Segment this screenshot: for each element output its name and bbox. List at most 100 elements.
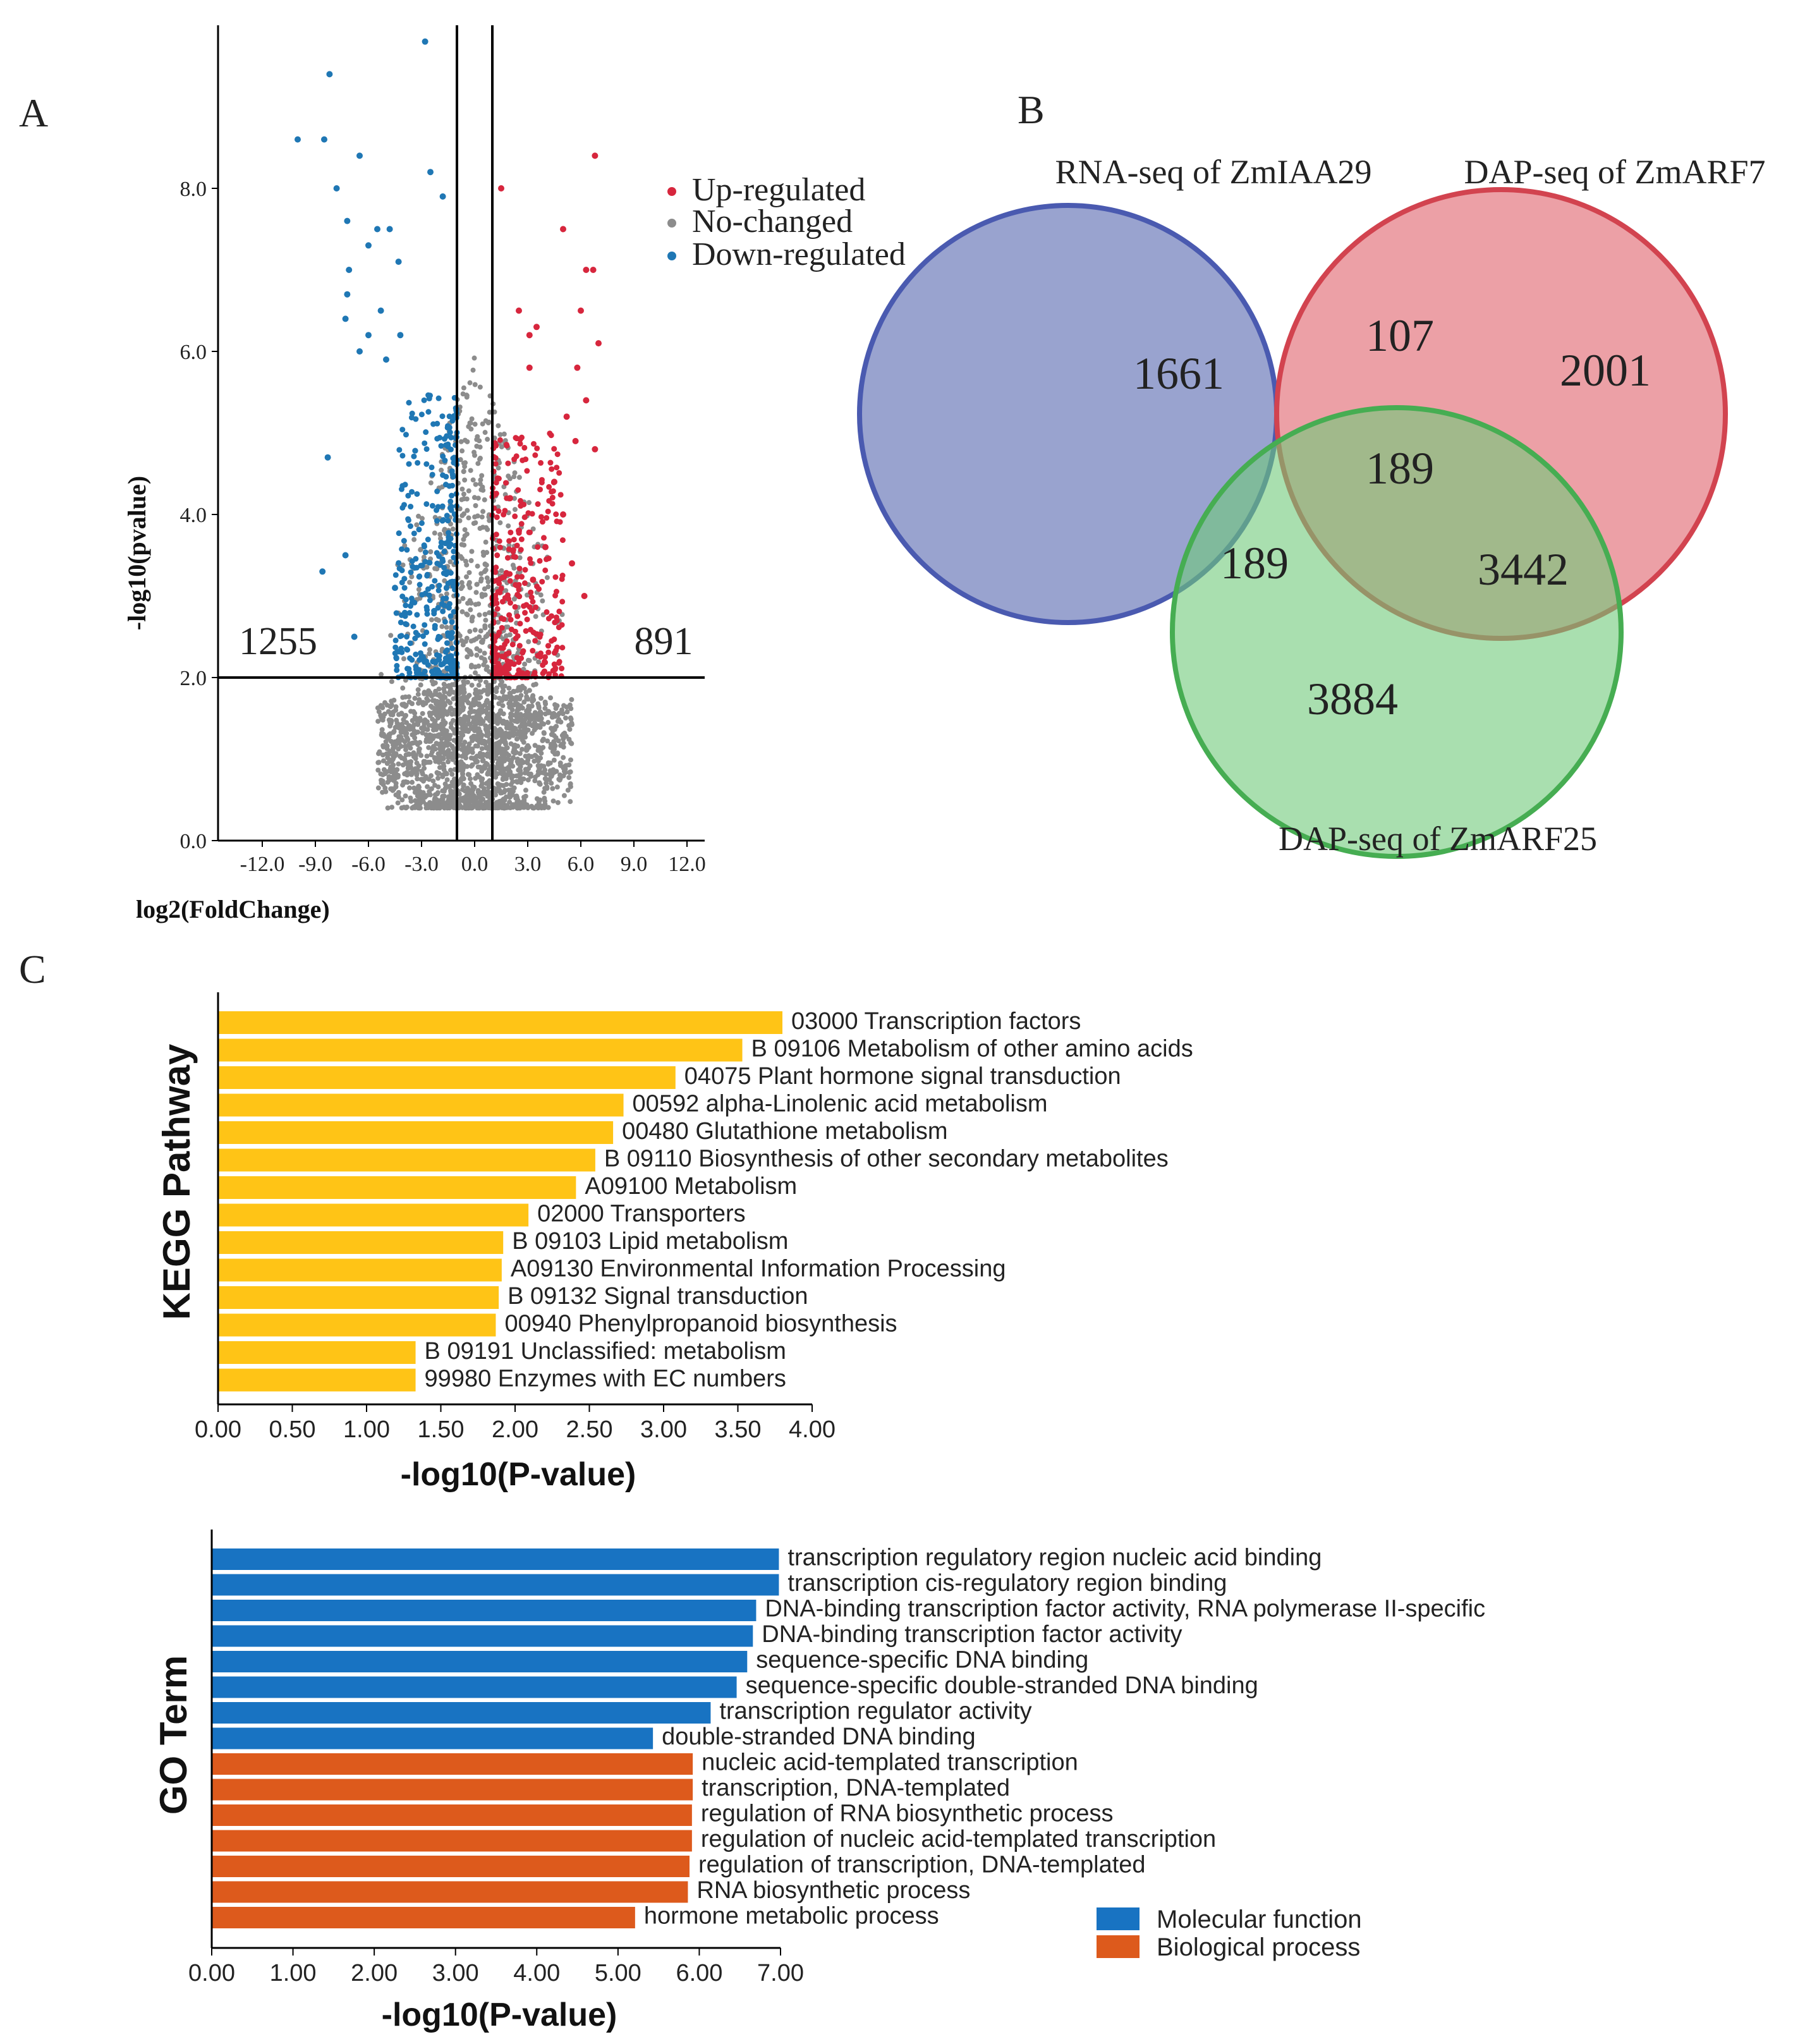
- nochange-point: [466, 569, 472, 575]
- up-point: [545, 649, 552, 655]
- nochange-point: [446, 755, 451, 760]
- nochange-point: [428, 711, 434, 717]
- nochange-point: [514, 736, 520, 742]
- up-point: [501, 616, 507, 623]
- nochange-point: [395, 739, 401, 745]
- nochange-point: [512, 470, 518, 476]
- nochange-point: [473, 503, 478, 509]
- nochange-point: [484, 664, 490, 670]
- nochange-point: [512, 742, 518, 748]
- up-point: [543, 556, 549, 563]
- up-point: [497, 437, 503, 443]
- down-point: [422, 38, 428, 45]
- up-point: [552, 574, 559, 580]
- nochange-point: [474, 443, 480, 449]
- nochange-point: [419, 516, 425, 521]
- down-point: [440, 608, 446, 614]
- nochange-point: [437, 532, 443, 537]
- legend-label-up: Up-regulated: [692, 172, 865, 208]
- nochange-point: [444, 591, 449, 597]
- up-point: [501, 667, 508, 673]
- nochange-point: [432, 798, 437, 804]
- nochange-point: [418, 547, 423, 552]
- down-point: [445, 518, 451, 524]
- volcano-y-ticks: 0.0 2.0 4.0 6.0 8.0: [180, 178, 218, 853]
- up-point: [530, 576, 537, 583]
- nochange-point: [406, 785, 412, 791]
- nochange-point: [439, 624, 445, 630]
- nochange-point: [468, 638, 474, 644]
- nochange-point: [474, 737, 480, 743]
- nochange-point: [496, 730, 502, 736]
- nochange-point: [548, 726, 554, 731]
- nochange-point: [420, 790, 426, 796]
- nochange-point: [402, 739, 408, 745]
- bar: [218, 1066, 676, 1089]
- nochange-point: [470, 784, 476, 789]
- up-point: [499, 624, 505, 631]
- down-point: [344, 217, 351, 224]
- nochange-point: [468, 468, 473, 473]
- nochange-point: [473, 670, 478, 676]
- nochange-point: [402, 771, 408, 777]
- nochange-point: [446, 708, 452, 714]
- down-point: [427, 169, 434, 176]
- down-point: [441, 602, 447, 609]
- x-tick-label: 1.00: [270, 1960, 317, 1986]
- nochange-point: [460, 698, 466, 703]
- nochange-point: [442, 702, 447, 708]
- nochange-point: [526, 500, 532, 506]
- nochange-point: [482, 765, 487, 771]
- nochange-point: [534, 805, 540, 810]
- nochange-point: [462, 763, 468, 769]
- nochange-point: [468, 805, 474, 811]
- nochange-point: [442, 528, 447, 533]
- down-point: [451, 554, 457, 561]
- nochange-point: [508, 769, 513, 775]
- bar-label: 00940 Phenylpropanoid biosynthesis: [504, 1311, 897, 1337]
- nochange-point: [400, 563, 406, 568]
- nochange-point: [482, 497, 487, 502]
- nochange-point: [468, 702, 474, 707]
- nochange-point: [430, 778, 436, 784]
- nochange-point: [561, 793, 567, 798]
- nochange-point: [528, 774, 533, 779]
- nochange-point: [457, 709, 463, 715]
- nochange-point: [467, 629, 473, 635]
- nochange-point: [396, 725, 402, 731]
- down-point: [386, 226, 393, 233]
- venn-count-rnaseq-only: 1661: [1133, 348, 1224, 399]
- down-point: [418, 411, 425, 418]
- nochange-point: [459, 497, 465, 502]
- down-point: [445, 630, 451, 636]
- up-point: [506, 612, 513, 618]
- nochange-point: [458, 439, 464, 444]
- up-point: [549, 466, 555, 472]
- down-point: [441, 549, 447, 555]
- nochange-point: [408, 759, 414, 765]
- nochange-point: [480, 509, 486, 514]
- down-point: [439, 413, 446, 420]
- volcano-y-axis-label: -log10(pvalue): [123, 476, 151, 630]
- nochange-point: [375, 760, 381, 765]
- down-point: [449, 668, 455, 674]
- kegg-y-axis-label: KEGG Pathway: [155, 1043, 198, 1320]
- nochange-point: [478, 695, 483, 700]
- nochange-point: [461, 686, 466, 692]
- nochange-point: [477, 648, 483, 654]
- nochange-point: [437, 765, 442, 770]
- nochange-point: [476, 726, 482, 732]
- up-point: [518, 521, 525, 527]
- nochange-point: [478, 689, 484, 695]
- up-point: [492, 667, 499, 673]
- down-point: [420, 633, 426, 639]
- nochange-point: [525, 743, 531, 748]
- nochange-point: [568, 716, 574, 722]
- nochange-point: [477, 526, 483, 532]
- nochange-point: [524, 694, 530, 700]
- nochange-point: [470, 614, 475, 620]
- nochange-point: [407, 580, 413, 585]
- nochange-point: [470, 790, 475, 796]
- nochange-point: [458, 737, 463, 743]
- down-point: [449, 630, 455, 636]
